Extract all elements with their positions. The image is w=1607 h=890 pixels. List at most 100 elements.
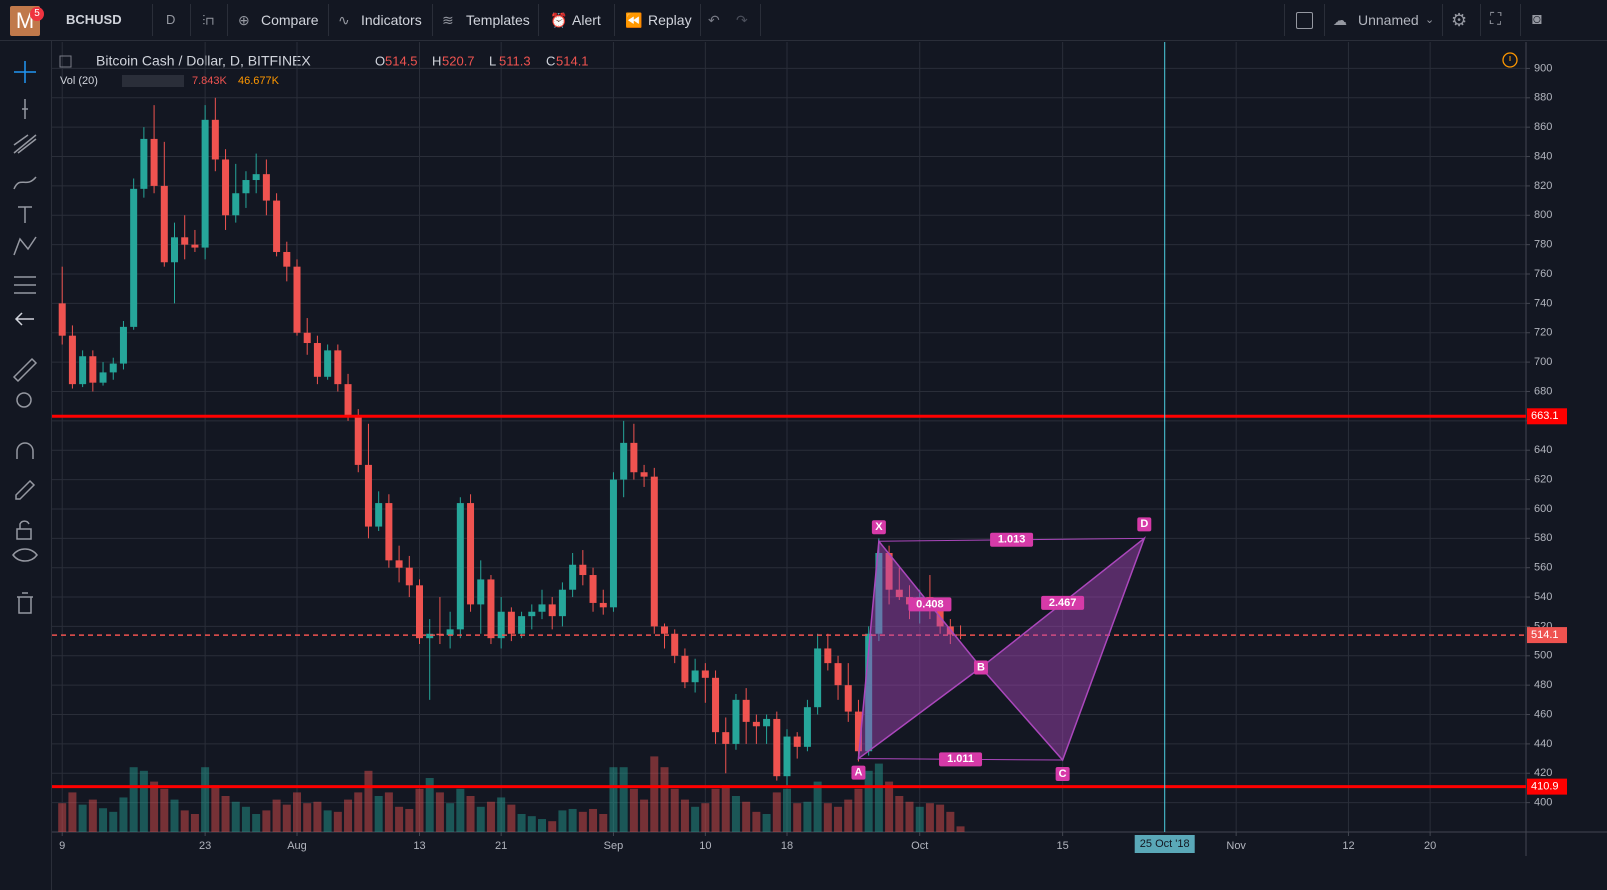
templates-button[interactable]: Templates bbox=[466, 12, 530, 28]
alert-icon: ⏰ bbox=[550, 12, 568, 28]
y-tick-label: 720 bbox=[1534, 327, 1552, 339]
candle-body bbox=[395, 560, 403, 568]
pattern-point: C bbox=[1059, 768, 1067, 780]
candle-body bbox=[211, 119, 219, 160]
candle-body bbox=[783, 736, 791, 777]
candle-body bbox=[671, 633, 679, 656]
volume-bar bbox=[221, 796, 230, 832]
x-tick-label: Nov bbox=[1226, 840, 1246, 852]
candle-body bbox=[385, 503, 393, 561]
volume-bar bbox=[88, 799, 97, 832]
candle-body bbox=[303, 332, 311, 344]
candle-body bbox=[691, 670, 699, 683]
candle-body bbox=[773, 718, 781, 777]
candle-body bbox=[119, 326, 127, 364]
candle-body bbox=[171, 237, 178, 263]
candle-body bbox=[58, 303, 66, 336]
candle-body bbox=[416, 585, 423, 639]
candle-body bbox=[160, 185, 168, 263]
price-badge bbox=[1527, 408, 1567, 425]
separator bbox=[760, 4, 761, 36]
candle-body bbox=[895, 589, 903, 598]
warning-icon[interactable] bbox=[1502, 52, 1518, 68]
logo[interactable]: M bbox=[10, 6, 40, 36]
symbol[interactable]: BCHUSD bbox=[66, 12, 122, 27]
chart-title: Bitcoin Cash / Dollar, D, BITFINEX bbox=[96, 53, 311, 69]
candle-body bbox=[283, 251, 291, 267]
layout-button[interactable] bbox=[1296, 12, 1313, 29]
pattern-ratio-box bbox=[908, 597, 952, 612]
ohlc-key: L bbox=[489, 53, 496, 68]
candle-body bbox=[293, 266, 301, 333]
pattern-point: X bbox=[875, 521, 883, 533]
trend-tool[interactable] bbox=[22, 99, 28, 119]
candle-body bbox=[722, 732, 730, 744]
chart-style[interactable]: ⫶⊓ bbox=[202, 12, 215, 28]
candle-body bbox=[732, 699, 740, 744]
volume-bar bbox=[609, 767, 618, 832]
zoom-tool[interactable] bbox=[16, 392, 32, 408]
volume-bar bbox=[507, 804, 516, 832]
y-tick-label: 460 bbox=[1534, 708, 1552, 720]
volume-bar bbox=[129, 767, 138, 832]
pitchfork-tool[interactable] bbox=[13, 134, 37, 154]
layout-name[interactable]: Unnamed bbox=[1358, 12, 1419, 28]
volume-bar bbox=[640, 799, 649, 832]
compare-button[interactable]: Compare bbox=[261, 12, 319, 28]
candle-body bbox=[844, 685, 852, 712]
candle-body bbox=[589, 575, 597, 603]
volume-bar bbox=[650, 756, 659, 832]
volume-bar bbox=[446, 803, 455, 832]
volume-bar bbox=[354, 792, 363, 832]
layout-dropdown[interactable]: ⌄ bbox=[1425, 14, 1435, 26]
x-tick-label: 23 bbox=[199, 840, 211, 852]
volume-bar bbox=[78, 804, 87, 832]
volume-bar bbox=[119, 797, 128, 832]
volume-bar bbox=[589, 808, 598, 832]
price-badge-label: 663.1 bbox=[1531, 410, 1559, 422]
settings[interactable]: ⚙ bbox=[1451, 10, 1468, 30]
separator bbox=[538, 4, 539, 36]
x-tick-label: 12 bbox=[1342, 840, 1354, 852]
fullscreen[interactable]: ⛶ bbox=[1490, 11, 1502, 28]
prediction-tool[interactable] bbox=[14, 276, 36, 294]
x-tick-label: 13 bbox=[413, 840, 425, 852]
magnet-tool[interactable] bbox=[16, 442, 34, 459]
crosshair-tool[interactable] bbox=[14, 61, 36, 83]
trash-tool[interactable] bbox=[17, 592, 33, 614]
redo[interactable]: ↷ bbox=[736, 12, 748, 28]
candle-body bbox=[344, 384, 352, 415]
text-tool[interactable] bbox=[18, 206, 32, 223]
volume-bar bbox=[956, 826, 965, 832]
candle-body bbox=[477, 579, 485, 605]
indicators-button[interactable]: Indicators bbox=[361, 12, 422, 28]
interval[interactable]: D bbox=[166, 12, 176, 27]
candle-body bbox=[630, 442, 638, 473]
volume-bar bbox=[262, 810, 271, 832]
undo[interactable]: ↶ bbox=[708, 12, 720, 28]
volume-bar bbox=[272, 799, 281, 832]
left-toolbar bbox=[0, 41, 52, 890]
replay-button[interactable]: Replay bbox=[648, 12, 692, 28]
volume-bar bbox=[568, 808, 577, 832]
y-tick-label: 800 bbox=[1534, 209, 1552, 221]
candle-body bbox=[701, 670, 709, 678]
candle-body bbox=[150, 138, 158, 186]
volume-bar bbox=[497, 797, 506, 832]
pattern-tool[interactable] bbox=[13, 236, 37, 256]
candle-body bbox=[364, 464, 372, 527]
pattern-ratio-box bbox=[990, 532, 1034, 547]
brush-tool[interactable] bbox=[13, 176, 37, 190]
alert-button[interactable]: Alert bbox=[572, 12, 601, 28]
candle-body bbox=[936, 604, 944, 627]
measure-tool[interactable] bbox=[12, 357, 38, 383]
collapse-tools[interactable] bbox=[14, 312, 34, 326]
visibility-tool[interactable] bbox=[12, 548, 38, 562]
snapshot[interactable]: ◙ bbox=[1532, 11, 1542, 28]
stay-drawing[interactable] bbox=[15, 479, 36, 500]
lock-tool[interactable] bbox=[16, 520, 32, 540]
candle-body bbox=[68, 335, 76, 385]
candle-body bbox=[661, 626, 668, 634]
candle-body bbox=[599, 602, 607, 608]
candle-body bbox=[681, 655, 689, 683]
